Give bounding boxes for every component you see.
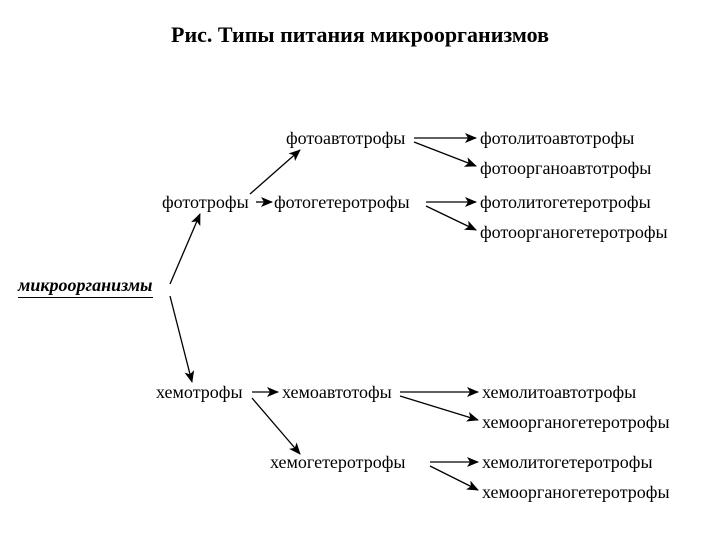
node-poh: фотоорганогетеротрофы bbox=[480, 222, 668, 243]
node-root: микроорганизмы bbox=[18, 275, 153, 298]
node-coh2: хемоорганогетеротрофы bbox=[482, 482, 670, 503]
edge-root-chemo bbox=[170, 296, 192, 382]
node-clh: хемолитогетеротрофы bbox=[482, 452, 653, 473]
node-poa: фотоорганоавтотрофы bbox=[480, 158, 651, 179]
edge-chemohetero-coh2 bbox=[430, 466, 478, 490]
node-photohetero: фотогетеротрофы bbox=[274, 192, 410, 213]
edge-photohetero-poh bbox=[426, 206, 476, 230]
node-plh: фотолитогетеротрофы bbox=[480, 192, 651, 213]
page-title: Рис. Типы питания микроорганизмов bbox=[0, 22, 720, 48]
diagram-canvas: Рис. Типы питания микроорганизмов микроо… bbox=[0, 0, 720, 540]
node-cla: хемолитоавтотрофы bbox=[482, 382, 636, 403]
node-pla: фотолитоавтотрофы bbox=[480, 128, 634, 149]
node-photo: фототрофы bbox=[162, 192, 249, 213]
node-coh1: хемоорганогетеротрофы bbox=[482, 412, 670, 433]
edge-root-photo bbox=[170, 214, 200, 284]
node-chemohetero: хемогетеротрофы bbox=[270, 452, 406, 473]
edge-chemoauto-coh1 bbox=[400, 396, 478, 420]
node-chemo: хемотрофы bbox=[156, 382, 243, 403]
edge-photo-photoauto bbox=[250, 150, 300, 194]
edge-photoauto-poa bbox=[414, 142, 476, 166]
edge-chemo-chemohetero bbox=[252, 398, 300, 454]
node-photoauto: фотоавтотрофы bbox=[286, 128, 405, 149]
node-chemoauto: хемоавтотофы bbox=[282, 382, 392, 403]
